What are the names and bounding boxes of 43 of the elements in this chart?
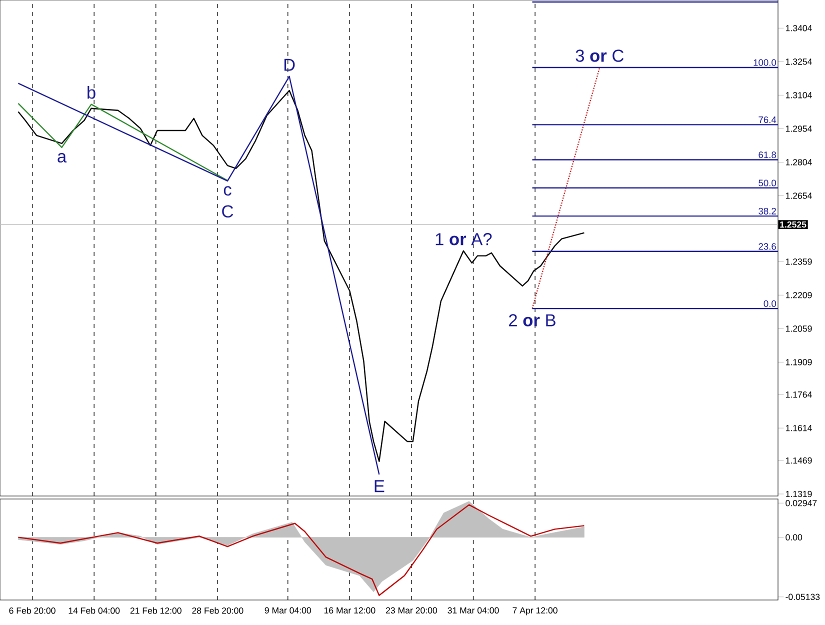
y-tick-label: 1.1764 xyxy=(786,391,812,398)
annotation: C xyxy=(222,205,234,218)
x-tick-label: 14 Feb 04:00 xyxy=(68,607,120,614)
y-tick-label: 1.2359 xyxy=(786,258,812,265)
annotation: 2 or B xyxy=(509,314,556,326)
y-tick-label: 1.3254 xyxy=(786,58,812,65)
x-tick-label: 9 Mar 04:00 xyxy=(264,607,312,614)
x-tick-label: 28 Feb 20:00 xyxy=(192,607,244,614)
y-tick-label: 1.1909 xyxy=(786,359,812,366)
x-tick-label: 6 Feb 20:00 xyxy=(9,607,56,614)
y-tick-label: 1.2059 xyxy=(786,326,812,332)
x-tick-label: 23 Mar 20:00 xyxy=(386,607,438,614)
x-tick-label: 21 Feb 12:00 xyxy=(130,607,182,614)
annotation: E xyxy=(374,480,384,492)
y-tick-label: 1.2954 xyxy=(786,126,812,132)
y-tick-label: -0.05133 xyxy=(786,594,820,600)
annotation: D xyxy=(284,58,295,71)
y-tick-label: 1.1319 xyxy=(786,490,812,498)
y-tick-label: 1.2209 xyxy=(786,292,812,298)
ref-line-label: 1.2525 xyxy=(780,221,806,228)
series-label: 50.0 xyxy=(758,180,776,186)
series-label: 76.4 xyxy=(758,116,776,124)
annotation: 1 or A? xyxy=(436,233,492,246)
x-tick-label: 16 Mar 12:00 xyxy=(324,607,376,614)
y-tick-label: 0.02947 xyxy=(786,500,817,506)
x-tick-label: 31 Mar 04:00 xyxy=(448,607,499,614)
series-label: 61.8 xyxy=(758,152,776,158)
series-label: 23.6 xyxy=(758,243,776,250)
annotation: a xyxy=(58,153,67,163)
annotation: 3 or C xyxy=(576,50,624,62)
series-label: 0.0 xyxy=(764,300,776,307)
annotation: c xyxy=(224,186,232,196)
series-label: 100.0 xyxy=(754,59,776,66)
y-tick-label: 1.1614 xyxy=(786,424,812,432)
y-tick-label: 1.3404 xyxy=(786,25,812,32)
x-tick-label: 7 Apr 12:00 xyxy=(512,607,558,616)
y-tick-label: 1.2654 xyxy=(786,192,812,199)
y-tick-label: 1.2804 xyxy=(786,159,812,166)
y-tick-label: 1.1469 xyxy=(786,457,812,464)
annotation: b xyxy=(88,86,96,99)
y-tick-label: 0.00 xyxy=(786,534,802,540)
y-tick-label: 1.3104 xyxy=(786,92,812,98)
series-label: 38.2 xyxy=(758,208,776,214)
